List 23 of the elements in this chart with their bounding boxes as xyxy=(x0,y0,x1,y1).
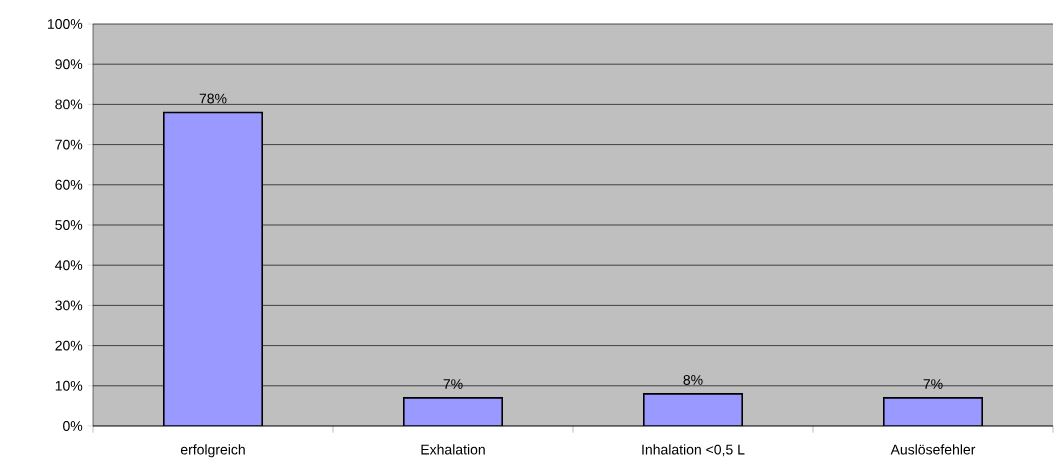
y-tick-label: 70% xyxy=(55,139,83,150)
y-tick-label: 80% xyxy=(55,99,83,110)
y-tick-label: 10% xyxy=(55,380,83,391)
x-tick-label: erfolgreich xyxy=(180,444,245,458)
data-label: 78% xyxy=(199,93,227,104)
x-tick-label: Exhalation xyxy=(421,444,485,455)
y-tick-label: 0% xyxy=(63,421,83,431)
bar xyxy=(643,393,743,426)
data-label: 7% xyxy=(923,379,943,389)
y-tick-label: 20% xyxy=(55,340,83,351)
data-label: 8% xyxy=(683,374,703,385)
y-tick-label: 30% xyxy=(55,300,83,311)
y-tick-label: 90% xyxy=(55,59,83,70)
bar xyxy=(163,111,264,426)
x-tick-label: Inhalation <0,5 L xyxy=(642,444,745,457)
x-tick-label: Auslösefehler xyxy=(890,444,976,455)
y-tick-label: 60% xyxy=(55,179,83,190)
y-tick-label: 40% xyxy=(55,260,83,271)
y-tick-label: 100% xyxy=(48,19,83,29)
bar xyxy=(403,397,503,426)
y-tick-label: 50% xyxy=(55,220,83,230)
bar xyxy=(883,397,983,426)
data-label: 7% xyxy=(443,379,463,389)
